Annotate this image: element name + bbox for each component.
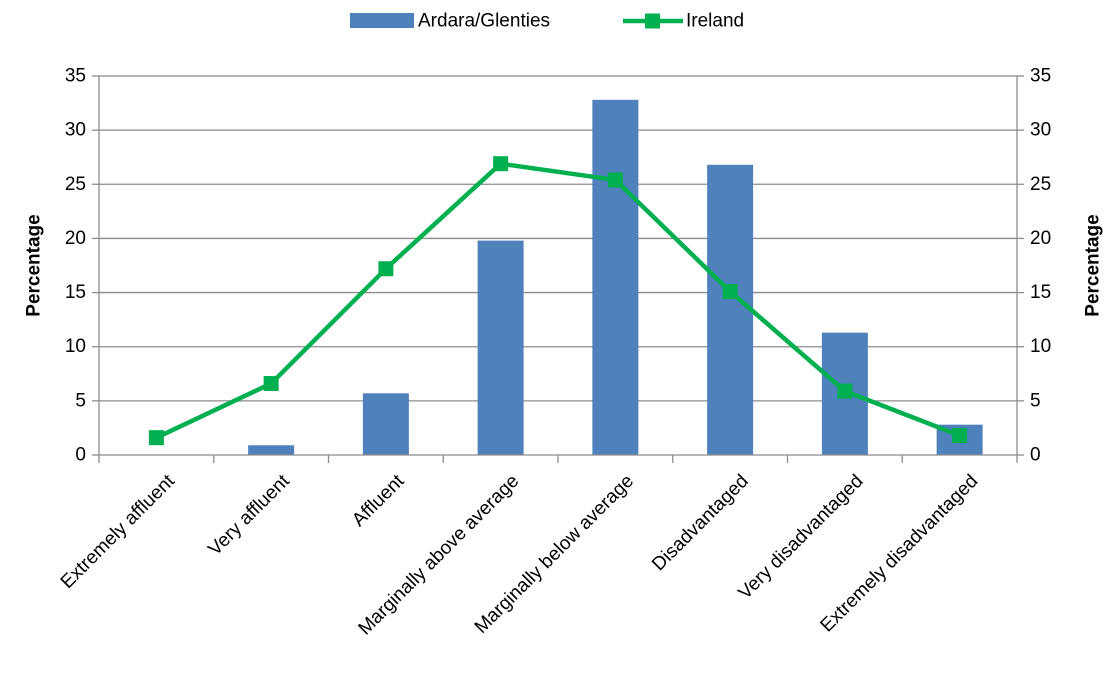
legend-label-ireland: Ireland [686, 11, 744, 32]
y-axis-left-title: Percentage [24, 214, 45, 316]
y-tick-label-right: 10 [1030, 336, 1051, 357]
legend-swatch-ireland-marker [645, 13, 660, 29]
y-tick-label-left: 5 [75, 390, 86, 411]
y-axis-left-ticks: 0 5 10 15 20 25 30 35 [65, 66, 86, 466]
y-tick-label-left: 0 [75, 445, 86, 466]
x-category-label: Very affluent [204, 470, 294, 560]
bar-4 [477, 240, 524, 455]
y-tick-label-right: 5 [1030, 390, 1041, 411]
line-series-ireland [148, 156, 968, 446]
line-point-5 [607, 172, 623, 188]
y-tick-label-right: 20 [1030, 228, 1051, 249]
line-point-2 [263, 376, 279, 392]
y-tick-label-left: 10 [65, 336, 86, 357]
bar-2 [248, 445, 295, 455]
gridlines [99, 75, 1017, 402]
axes [92, 75, 1024, 463]
y-tick-label-left: 35 [65, 66, 86, 87]
line-point-7 [837, 383, 853, 399]
x-axis-category-labels: Extremely affluent Very affluent AffluentM… [57, 470, 982, 639]
y-tick-label-right: 0 [1030, 445, 1041, 466]
line-ireland [155, 161, 961, 440]
y-axis-right-ticks: 0 5 10 15 20 25 30 35 [1030, 66, 1051, 466]
line-point-4 [493, 156, 509, 172]
y-axis-right-title: Percentage [1083, 214, 1104, 316]
line-point-3 [378, 261, 394, 277]
line-point-1 [148, 430, 164, 446]
y-tick-label-left: 20 [65, 228, 86, 249]
y-tick-label-right: 15 [1030, 282, 1051, 303]
legend: Ardara/Glenties Ireland [350, 11, 744, 32]
y-tick-label-left: 30 [65, 120, 86, 141]
bar-5 [592, 99, 639, 455]
x-category-label: Affluent [348, 470, 409, 531]
y-tick-label-right: 30 [1030, 120, 1051, 141]
y-tick-label-left: 25 [65, 174, 86, 195]
y-tick-label-left: 15 [65, 282, 86, 303]
y-tick-label-right: 35 [1030, 66, 1051, 87]
y-tick-label-right: 25 [1030, 174, 1051, 195]
legend-swatch-ardara-glenties [350, 13, 414, 28]
x-category-label: Disadvantaged [648, 471, 752, 575]
x-category-label: Extremely affluent [57, 470, 180, 593]
bar-6 [707, 164, 754, 455]
line-point-6 [722, 283, 738, 299]
legend-label-ardara-glenties: Ardara/Glenties [418, 11, 550, 32]
bar-3 [362, 393, 409, 455]
line-point-8 [952, 428, 968, 444]
x-category-label: Very disadvantaged [735, 471, 868, 604]
